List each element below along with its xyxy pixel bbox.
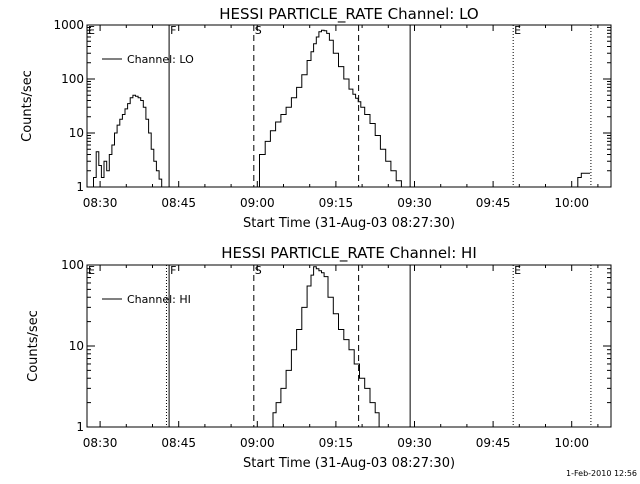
chart-panel-1: HESSI PARTICLE_RATE Channel: LO Start Tim… [20, 5, 612, 231]
event-marker-label: E [514, 24, 521, 37]
x-tick-label: 08:45 [161, 436, 196, 450]
chart-title: HESSI PARTICLE_RATE Channel: LO [219, 5, 478, 24]
data-series-line [92, 94, 163, 188]
y-tick-label: 10 [69, 339, 84, 353]
legend-entry: Channel: HI [127, 293, 191, 306]
y-axis-label: Counts/sec [20, 70, 35, 142]
chart-title: HESSI PARTICLE_RATE Channel: HI [221, 244, 477, 263]
x-tick-label: 09:30 [397, 436, 432, 450]
data-series-line [576, 172, 590, 188]
x-tick-label: 09:00 [240, 196, 275, 210]
x-axis-label: Start Time (31-Aug-03 08:27:30) [243, 456, 455, 471]
event-marker-label: E [88, 24, 95, 37]
x-tick-label: 09:45 [476, 196, 511, 210]
chart-panel-2: HESSI PARTICLE_RATE Channel: HI Start Tim… [26, 244, 612, 471]
x-tick-label: 09:45 [476, 436, 511, 450]
x-tick-label: 08:30 [83, 196, 118, 210]
x-tick-label: 09:00 [240, 436, 275, 450]
event-marker-label: F [170, 24, 176, 37]
legend-entry: Channel: LO [127, 53, 194, 66]
x-tick-label: 09:15 [319, 436, 354, 450]
y-tick-label: 1 [76, 180, 84, 194]
event-marker-label: S [255, 264, 262, 277]
y-tick-label: 1 [76, 420, 84, 434]
event-marker-label: E [514, 264, 521, 277]
x-tick-label: 10:00 [554, 196, 589, 210]
y-tick-label: 10 [69, 126, 84, 140]
y-tick-label: 100 [61, 72, 84, 86]
data-series-line [256, 29, 404, 188]
x-axis-label: Start Time (31-Aug-03 08:27:30) [243, 216, 455, 231]
data-series-line [272, 266, 381, 428]
event-marker-label: E [88, 264, 95, 277]
timestamp-footer: 1-Feb-2010 12:56 [566, 469, 637, 478]
x-tick-label: 10:00 [554, 436, 589, 450]
event-marker-label: S [255, 24, 262, 37]
y-tick-label: 1000 [53, 18, 84, 32]
event-marker-label: F [170, 264, 176, 277]
x-tick-label: 09:30 [397, 196, 432, 210]
y-axis-label: Counts/sec [26, 310, 41, 382]
plot-frame [86, 24, 612, 188]
x-tick-label: 08:30 [83, 436, 118, 450]
x-tick-label: 08:45 [161, 196, 196, 210]
y-tick-label: 100 [61, 258, 84, 272]
x-tick-label: 09:15 [319, 196, 354, 210]
